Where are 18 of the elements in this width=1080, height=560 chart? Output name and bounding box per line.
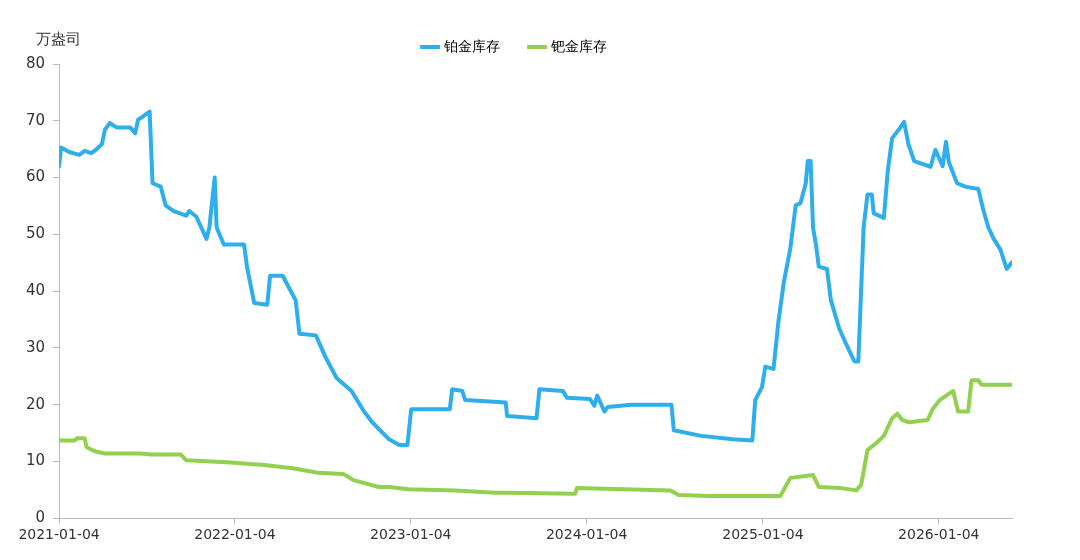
y-tick-label: 0 xyxy=(35,508,46,527)
legend-label: 钯金库存 xyxy=(550,37,607,54)
y-tick-label: 50 xyxy=(25,224,46,243)
y-tick-label: 70 xyxy=(25,110,46,129)
x-tick-label: 2023-01-04 xyxy=(370,526,452,543)
y-axis-title: 万盎司 xyxy=(36,30,81,49)
y-tick-label: 80 xyxy=(25,53,46,72)
x-tick-label: 2022-01-04 xyxy=(194,526,276,543)
x-tick-label: 2024-01-04 xyxy=(545,526,628,543)
y-tick-label: 60 xyxy=(25,167,46,186)
y-tick-label: 20 xyxy=(25,394,46,413)
y-tick-label: 30 xyxy=(25,337,46,356)
y-tick-label: 10 xyxy=(25,451,46,470)
x-tick-label: 2026-01-04 xyxy=(898,526,980,543)
legend-label: 铂金库存 xyxy=(443,37,500,54)
x-tick-label: 2025-01-04 xyxy=(722,526,804,543)
x-tick-label: 2021-01-04 xyxy=(18,526,100,543)
y-tick-label: 40 xyxy=(25,280,46,299)
